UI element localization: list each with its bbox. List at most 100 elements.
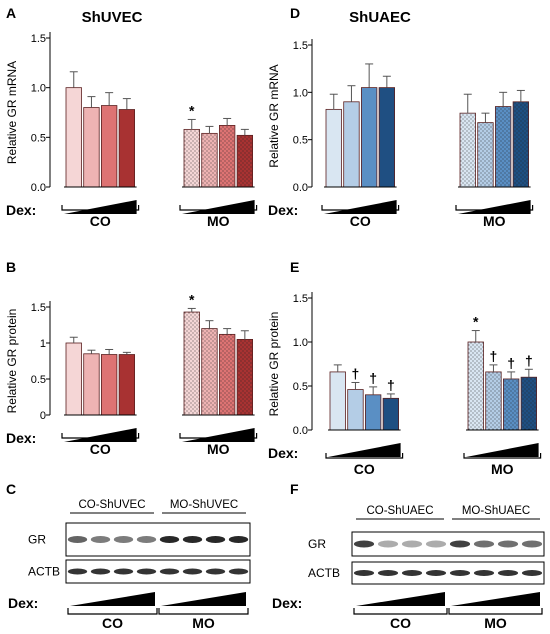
dex-wedge <box>451 592 540 606</box>
blot-band <box>473 540 495 548</box>
dex-wedge <box>328 443 401 457</box>
chart-title: ShUVEC <box>82 9 143 26</box>
bar <box>360 87 378 188</box>
group-bracket <box>463 453 542 459</box>
y-tick-label: 1 <box>40 338 46 350</box>
blot-band <box>521 570 543 576</box>
bar-dot-fill <box>485 371 502 430</box>
bar <box>364 394 382 431</box>
bar <box>382 397 400 431</box>
blot-header: CO-ShUVEC <box>78 499 145 511</box>
dex-wedge <box>161 592 246 606</box>
group-label: MO <box>484 615 507 631</box>
blot-band <box>449 540 471 548</box>
blot-band <box>182 536 203 543</box>
blot-band <box>205 568 226 575</box>
blot-band <box>353 540 375 548</box>
dex-label: Dex: <box>272 595 302 611</box>
y-tick-label: 0.5 <box>31 132 46 144</box>
panel-letter: B <box>6 259 16 275</box>
blot-frame <box>65 559 251 584</box>
group-bracket <box>455 205 534 211</box>
significance-mark: † <box>525 352 533 368</box>
blot-band <box>228 568 249 575</box>
bar-group-mo: MO <box>455 89 534 229</box>
y-tick-label: 0.0 <box>293 182 308 194</box>
bar-dot-fill <box>184 129 200 187</box>
group-label: CO <box>90 441 111 457</box>
significance-mark: † <box>369 370 377 386</box>
panel-letter: F <box>290 481 299 497</box>
group-bracket <box>61 205 140 211</box>
bar-dot-fill <box>201 133 218 187</box>
group-bracket <box>321 205 400 211</box>
blot-band <box>159 568 180 575</box>
group-label: MO <box>483 213 506 229</box>
dex-wedge <box>182 200 255 214</box>
y-tick-label: 0 <box>40 410 46 422</box>
significance-mark: † <box>490 348 498 364</box>
group-label: CO <box>90 213 111 229</box>
bar <box>101 354 118 416</box>
y-axis-label: Relative GR mRNA <box>267 64 281 167</box>
chart-panel-a: A ShUVEC 0.0 0.5 1.0 1.5 Relative GR mRNA CO * MO… <box>5 5 258 229</box>
panel-letter: D <box>290 5 300 21</box>
blot-band <box>449 570 471 576</box>
blot-band <box>136 536 157 543</box>
dex-wedge <box>458 200 531 214</box>
blot-band <box>113 568 134 575</box>
bar-dot-fill <box>237 135 253 187</box>
dex-wedge <box>70 592 155 606</box>
group-bracket <box>158 608 249 615</box>
bar-dot-fill <box>495 106 511 187</box>
dex-wedge <box>324 200 397 214</box>
group-label: MO <box>207 441 230 457</box>
y-tick-label: 1.0 <box>293 87 308 99</box>
blot-row-label: GR <box>28 533 46 547</box>
bar-group-co: CO <box>321 63 400 229</box>
blot-band <box>425 570 447 576</box>
chart-panel-d: D ShUAEC 0.0 0.5 1.0 1.5 Relative GR mRNA CO MO D… <box>267 5 534 229</box>
blot-frame <box>351 561 545 585</box>
bar-group-mo: * MO <box>179 291 258 457</box>
blot-header: MO-ShUAEC <box>462 505 530 517</box>
bar-group-mo: * † † † MO <box>463 314 542 477</box>
charts-layer: A ShUVEC 0.0 0.5 1.0 1.5 Relative GR mRNA CO * MO… <box>5 5 542 477</box>
blot-row-label: GR <box>308 537 326 551</box>
bar <box>83 353 100 416</box>
group-bracket <box>353 608 448 615</box>
y-axis-label: Relative GR protein <box>267 312 281 417</box>
significance-mark: * <box>473 314 479 330</box>
blot-band <box>521 540 543 548</box>
blot-band <box>228 536 249 543</box>
blots-layer: C CO-ShUVEC MO-ShUVEC GR ACTB CO MO Dex: F CO-ShU… <box>6 481 545 631</box>
bar <box>329 371 346 431</box>
y-axis-label: Relative GR mRNA <box>5 61 19 164</box>
dex-wedge <box>466 443 539 457</box>
bar <box>325 108 342 188</box>
group-bracket <box>67 608 158 615</box>
bar <box>83 107 100 188</box>
group-bracket <box>61 433 140 439</box>
bar <box>347 389 364 431</box>
bar <box>65 87 82 188</box>
bar-dot-fill <box>201 328 218 415</box>
bar <box>101 105 118 188</box>
dex-label: Dex: <box>268 445 298 461</box>
bar-dot-fill <box>219 334 235 415</box>
significance-mark: † <box>507 355 515 371</box>
blot-band <box>497 570 519 576</box>
group-label: CO <box>390 615 411 631</box>
blot-band <box>113 536 134 543</box>
dex-wedge <box>182 428 255 442</box>
bar <box>378 87 396 188</box>
blot-row-label: ACTB <box>308 566 340 580</box>
significance-mark: * <box>189 102 195 118</box>
bar-dot-fill <box>477 122 494 187</box>
dex-wedge <box>64 200 137 214</box>
blot-band <box>473 570 495 576</box>
bar-dot-fill <box>521 377 537 430</box>
group-label: MO <box>192 615 215 631</box>
